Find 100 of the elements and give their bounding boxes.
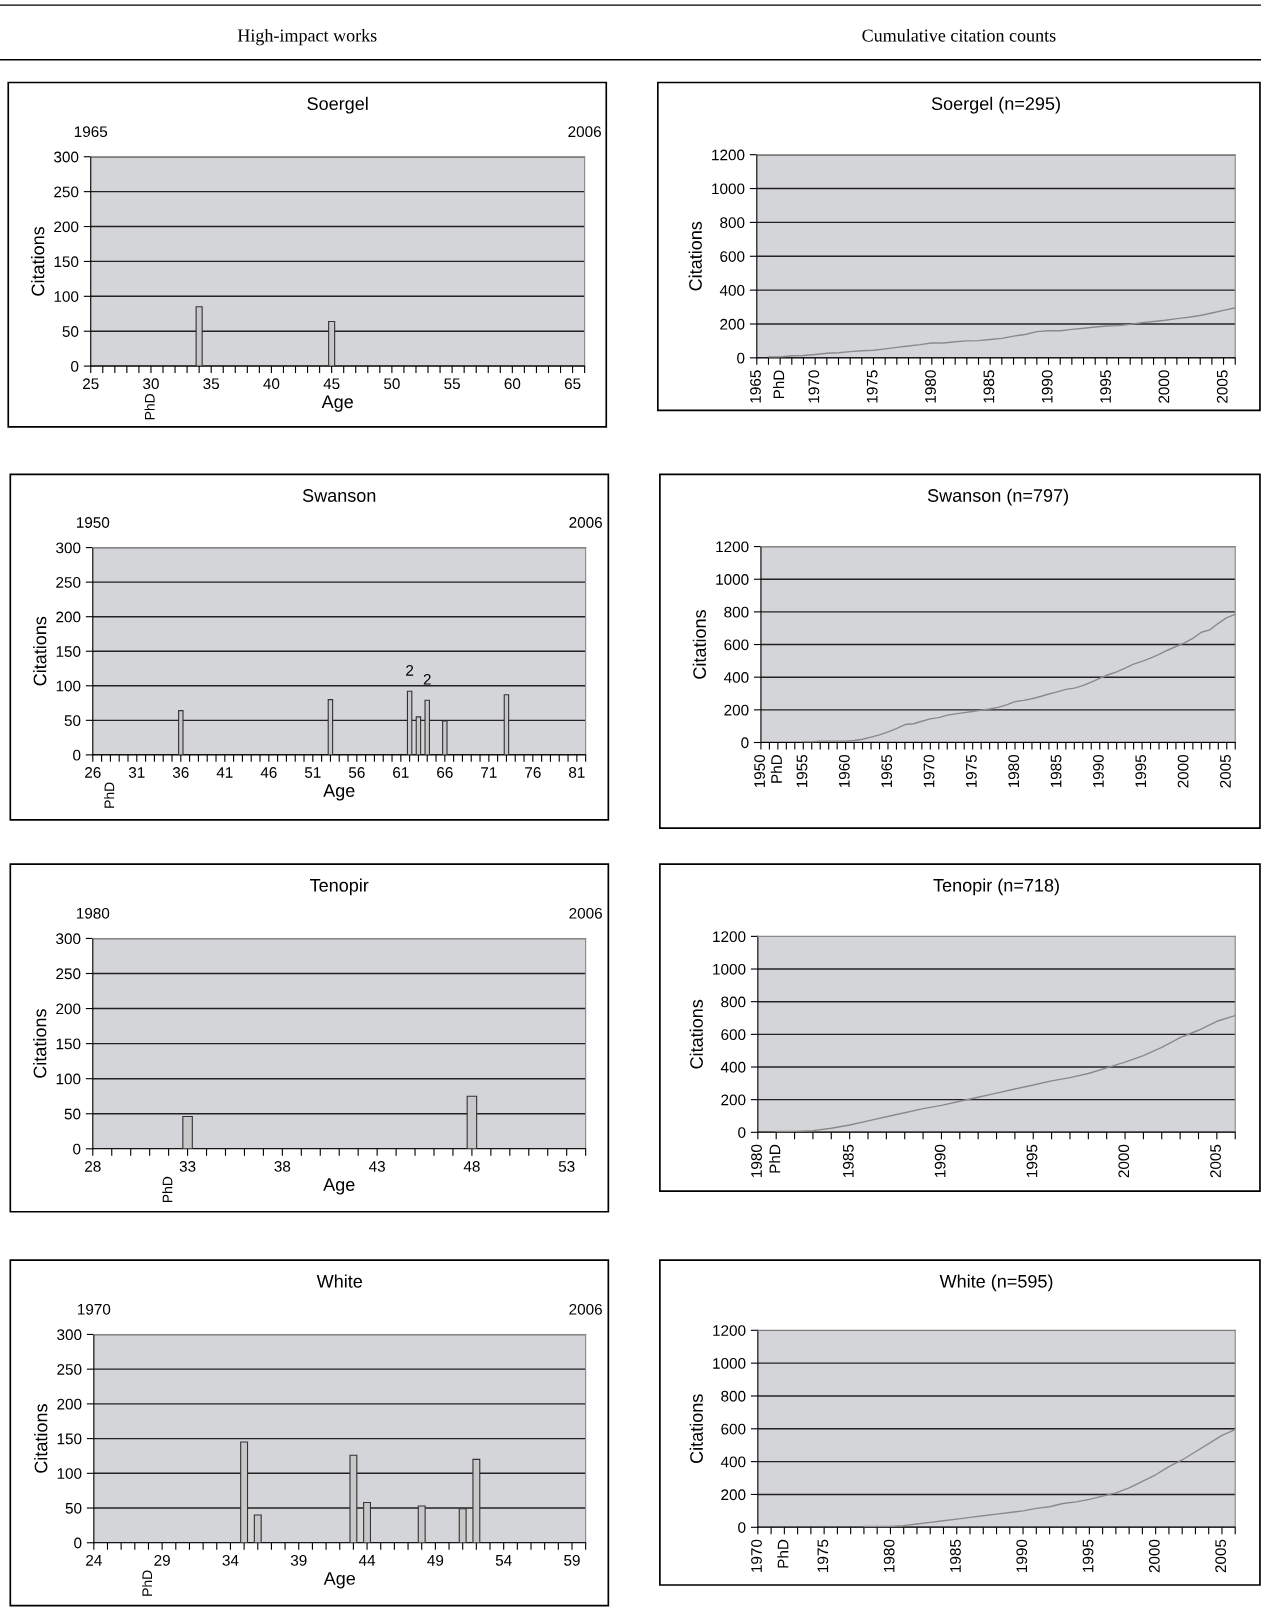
x-tick-label: 1985 <box>950 1539 961 1572</box>
x-tick-label: 1985 <box>1050 754 1062 788</box>
y-tick-label: 300 <box>56 933 81 945</box>
x-tick-label: 2000 <box>1118 1144 1130 1178</box>
x-tick-label: 1960 <box>838 754 850 788</box>
y-tick-label: 1200 <box>713 931 746 943</box>
y-tick-label: 300 <box>54 151 79 163</box>
y-tick-label: 0 <box>737 352 745 364</box>
x-tick-label: 1975 <box>965 754 977 788</box>
x-tick-label: 2005 <box>1216 370 1228 403</box>
chart-title: Tenopir (n=718) <box>933 878 1059 896</box>
x-tick-label: 45 <box>323 378 340 390</box>
annotation: 2 <box>423 673 431 685</box>
y-tick-label: 100 <box>56 680 81 692</box>
x2-tick-label: 2006 <box>569 907 602 919</box>
y-tick-label: 100 <box>54 291 79 302</box>
x-tick-label: PhD <box>777 1539 789 1568</box>
x-tick-label: 1980 <box>883 1539 895 1572</box>
y-tick-label: 0 <box>71 360 79 372</box>
y-tick-label: 200 <box>57 1398 82 1410</box>
x-tick-label: 43 <box>368 1161 385 1172</box>
x-tick-label: 2000 <box>1148 1539 1160 1573</box>
y-tick-label: 200 <box>721 1489 746 1501</box>
y-tick-label: 0 <box>73 749 81 761</box>
x2-tick-label: 2006 <box>569 517 602 528</box>
x-tick-label: 81 <box>569 767 585 778</box>
x-tick-label: 48 <box>463 1161 480 1172</box>
y-tick-label: 400 <box>720 1061 746 1073</box>
y-axis-title: Citations <box>31 226 45 296</box>
y-tick-label: 250 <box>56 968 81 980</box>
x-tick-label: 28 <box>85 1161 101 1172</box>
y-tick-label: 800 <box>721 996 746 1008</box>
y-axis-title: Citations <box>692 610 707 679</box>
y-tick-label: 0 <box>741 737 749 749</box>
x-tick-label: 66 <box>437 767 453 778</box>
x-tick-label: 1990 <box>1016 1539 1028 1572</box>
x-tick-label: 36 <box>172 767 189 778</box>
x-tick-label: 1995 <box>1026 1144 1038 1177</box>
x-tick-label: 1970 <box>923 754 935 788</box>
y-tick-label: 1200 <box>713 1325 746 1336</box>
x-tick-label: 1985 <box>983 370 995 403</box>
y-tick-label: 600 <box>720 251 745 262</box>
y-tick-label: 0 <box>73 1143 81 1155</box>
x-tick-label: 2000 <box>1158 370 1170 403</box>
x-tick-label: 33 <box>179 1161 196 1172</box>
x-axis-title: Age <box>323 784 355 801</box>
x2-tick-label: 2006 <box>569 1303 602 1315</box>
x-tick-label: 1970 <box>751 1539 762 1572</box>
chart-title: White (n=595) <box>939 1274 1053 1292</box>
x-tick-label: 40 <box>263 378 280 390</box>
x-tick-label: 76 <box>525 767 541 778</box>
y-tick-label: 50 <box>64 715 81 727</box>
y-tick-label: 250 <box>56 577 81 588</box>
chart-title: White <box>316 1274 363 1288</box>
x-tick-label: 31 <box>128 767 145 778</box>
y-tick-label: 1000 <box>713 1358 746 1369</box>
x-tick-label: 2005 <box>1210 1144 1221 1178</box>
x2-tick-label: 2006 <box>568 126 601 138</box>
x-tick-label: 50 <box>384 378 400 390</box>
y-tick-label: 250 <box>54 186 79 198</box>
y-tick-label: 600 <box>721 1423 746 1435</box>
x2-tick-label: 1965 <box>74 126 108 138</box>
annotation: 2 <box>406 664 414 676</box>
y-tick-label: 0 <box>738 1522 746 1533</box>
y-axis-title: Citations <box>688 221 702 291</box>
x-axis-title: Age <box>323 1572 355 1589</box>
x2-tick-label: 1980 <box>76 907 110 919</box>
x-tick-label: 46 <box>260 767 277 778</box>
y-tick-label: 150 <box>57 1433 82 1445</box>
y-tick-label: 250 <box>57 1364 82 1375</box>
x-tick-label: 30 <box>143 378 159 390</box>
x-tick-label: 1990 <box>1092 754 1104 788</box>
x-tick-label: 35 <box>203 378 220 390</box>
y-tick-label: 150 <box>56 646 81 657</box>
x2-tick-label: 1950 <box>76 517 110 528</box>
x-tick-label: 25 <box>83 378 99 390</box>
x-axis-title: Age <box>321 395 353 412</box>
y-tick-label: 1200 <box>716 541 749 553</box>
y-axis-title: Citations <box>34 1404 48 1473</box>
x-tick-label: 59 <box>564 1554 580 1566</box>
x-axis-title: Age <box>323 1178 355 1195</box>
x-tick-label: 26 <box>85 767 101 778</box>
y-tick-label: 600 <box>721 1029 746 1041</box>
x-tick-label: 1995 <box>1100 370 1111 403</box>
x-tick-label: 1985 <box>842 1144 854 1177</box>
x-tick-label: 2005 <box>1215 1539 1227 1573</box>
y-tick-label: 800 <box>721 1390 746 1402</box>
y-tick-label: 200 <box>56 1003 81 1015</box>
y-axis-title: Citations <box>689 999 703 1069</box>
x-tick-label: 56 <box>348 767 365 778</box>
x-tick-label: 1980 <box>1008 754 1020 788</box>
y-tick-label: 200 <box>720 318 745 330</box>
y-tick-label: 800 <box>720 217 745 229</box>
x-tick-label: 2000 <box>1177 754 1189 788</box>
chart-title: Soergel (n=295) <box>931 96 1060 114</box>
y-tick-label: 300 <box>56 542 81 554</box>
x2-tick-label: 1970 <box>78 1303 111 1315</box>
x-tick-label: 65 <box>564 378 581 390</box>
x-tick-label: 55 <box>444 378 460 390</box>
x-tick-label: 1975 <box>817 1539 829 1572</box>
